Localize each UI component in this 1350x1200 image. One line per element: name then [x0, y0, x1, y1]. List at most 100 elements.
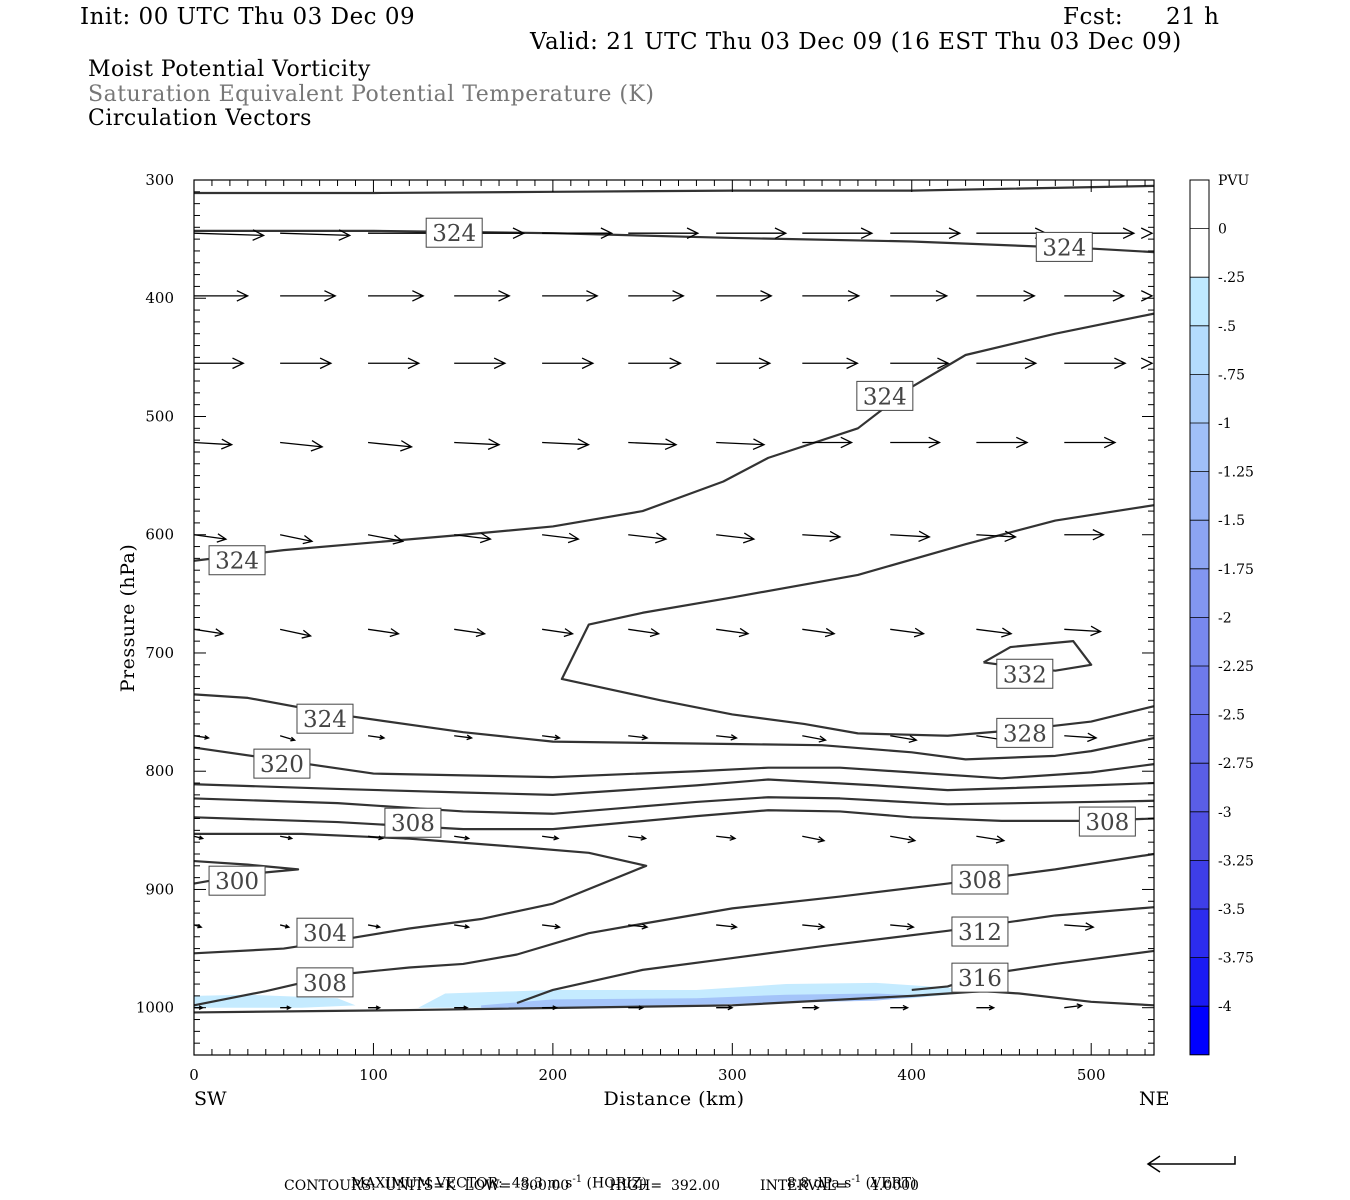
circulation-vector	[193, 533, 228, 543]
horizontal-unit-exponent: -1	[572, 1174, 583, 1185]
circulation-vector	[194, 357, 245, 370]
contour-label: 320	[253, 748, 311, 779]
circulation-vector	[802, 735, 827, 743]
contour-label-box	[296, 703, 354, 734]
colorbar-swatch	[1190, 568, 1209, 618]
colorbar: 0 -.25 -.5 -.75 -1 -1.25 -1.5 -1.75 -2 -2.25 -2.5 -…	[1189, 179, 1254, 1056]
colorbar-swatch	[1190, 471, 1209, 521]
colorbar-label: -3	[1218, 805, 1232, 821]
x-tick-label: 100	[359, 1066, 388, 1084]
circulation-vector	[542, 290, 599, 302]
horizontal-tag: (HORIZ)	[586, 1175, 647, 1192]
colorbar-label: -.5	[1218, 319, 1236, 335]
circulation-vector	[542, 628, 575, 638]
circulation-vector	[193, 628, 225, 637]
circulation-vector	[628, 734, 649, 741]
contour-label: 308	[951, 864, 1009, 895]
contour-label: 304	[296, 917, 354, 948]
colorbar-label: -1	[1218, 416, 1232, 432]
x-axis-title: Distance (km)	[603, 1088, 744, 1110]
contour-label-text: 308	[1085, 810, 1129, 836]
circulation-vector	[802, 357, 859, 370]
circulation-vector	[716, 227, 788, 240]
colorbar-swatch	[1190, 763, 1209, 812]
theta-contour-312	[516, 906, 1155, 1005]
contour-label-text: 316	[958, 966, 1002, 992]
y-tick-label: 300	[145, 171, 174, 189]
circulation-vector	[628, 1005, 645, 1011]
colorbar-label: -1.75	[1218, 562, 1254, 578]
circulation-vector	[802, 227, 874, 240]
circulation-vector	[542, 734, 561, 741]
vertical-tag: (VERT)	[865, 1175, 917, 1192]
x-tick-label: 400	[897, 1066, 926, 1084]
circulation-vector	[279, 628, 313, 639]
circulation-vector	[1140, 227, 1154, 240]
circulation-vector	[1064, 625, 1103, 637]
contour-label: 312	[951, 916, 1009, 947]
theta-contour-324	[560, 504, 1155, 737]
circulation-vector	[890, 922, 915, 931]
x-tick-label: 200	[539, 1066, 568, 1084]
circulation-vector	[976, 436, 1029, 449]
init-time: Init: 00 UTC Thu 03 Dec 09	[80, 4, 416, 30]
circulation-vector	[976, 627, 1013, 638]
circulation-vector	[890, 357, 950, 370]
contour-label-text: 332	[1003, 662, 1047, 688]
circulation-vector	[1064, 1003, 1084, 1009]
theta-contour-316	[911, 949, 1155, 992]
circulation-vector	[716, 734, 738, 741]
circulation-vector	[802, 530, 842, 542]
circulation-vector	[542, 1005, 559, 1011]
contour-label: 324	[1035, 231, 1093, 262]
circulation-vector	[367, 835, 385, 841]
contour-label-box	[208, 545, 266, 576]
colorbar-swatch	[1190, 811, 1209, 861]
circulation-vector	[1064, 732, 1098, 743]
circulation-vector	[280, 357, 333, 370]
colorbar-label: -1.25	[1218, 465, 1254, 481]
circulation-vector	[716, 290, 773, 302]
contour-label-layer: 324 324 324 324 332 324 328 320 308 308 300 308 304 3…	[208, 217, 1136, 998]
circulation-vector	[542, 357, 595, 370]
colorbar-swatch	[1190, 909, 1209, 958]
circulation-vector	[890, 735, 918, 743]
circulation-vector	[802, 923, 826, 930]
contour-label-box	[856, 380, 914, 411]
contour-label-box	[253, 748, 311, 779]
valid-time: Valid: 21 UTC Thu 03 Dec 09 (16 EST Thu …	[530, 29, 1182, 55]
y-tick-label: 500	[145, 407, 174, 425]
circulation-vector	[976, 290, 1036, 302]
y-axis-labels: 300 400 500 600 700 800 900 1000	[136, 171, 174, 1017]
contour-label-text: 324	[303, 707, 347, 733]
x-tick-label: 500	[1077, 1066, 1106, 1084]
circulation-vector	[716, 1005, 734, 1011]
pv-shade-region	[481, 993, 930, 1008]
circulation-vector	[280, 835, 294, 841]
x-axis-labels: 0 100 200 300 400 500	[189, 1066, 1105, 1084]
contour-label-text: 324	[863, 384, 907, 410]
colorbar-label: -2.5	[1218, 708, 1245, 724]
max-vector-line: MAXIMUM VECTOR: 48.3 m s-1 (HORIZ)	[342, 1158, 647, 1192]
circulation-vector	[193, 229, 266, 241]
contour-label-box	[1035, 231, 1093, 262]
theta-contour	[194, 184, 1155, 195]
circulation-vector	[367, 628, 400, 638]
colorbar-label: -3.75	[1218, 951, 1254, 967]
circulation-vector	[976, 227, 1048, 240]
circulation-vector	[890, 227, 962, 240]
x-axis-left-end: SW	[194, 1088, 227, 1110]
circulation-vector	[890, 835, 917, 844]
circulation-vector	[890, 290, 949, 302]
contour-label: 328	[996, 717, 1054, 748]
circulation-vector	[1064, 922, 1095, 931]
y-tick-label: 800	[145, 762, 174, 780]
contour-label-box	[951, 916, 1009, 947]
circulation-vector	[716, 923, 738, 930]
circulation-vector	[280, 229, 352, 241]
circulation-vector	[802, 627, 836, 638]
contour-label: 332	[996, 658, 1054, 689]
contour-label-text: 324	[432, 221, 476, 247]
colorbar-label: -2	[1218, 610, 1232, 626]
circulation-vector	[279, 924, 291, 929]
